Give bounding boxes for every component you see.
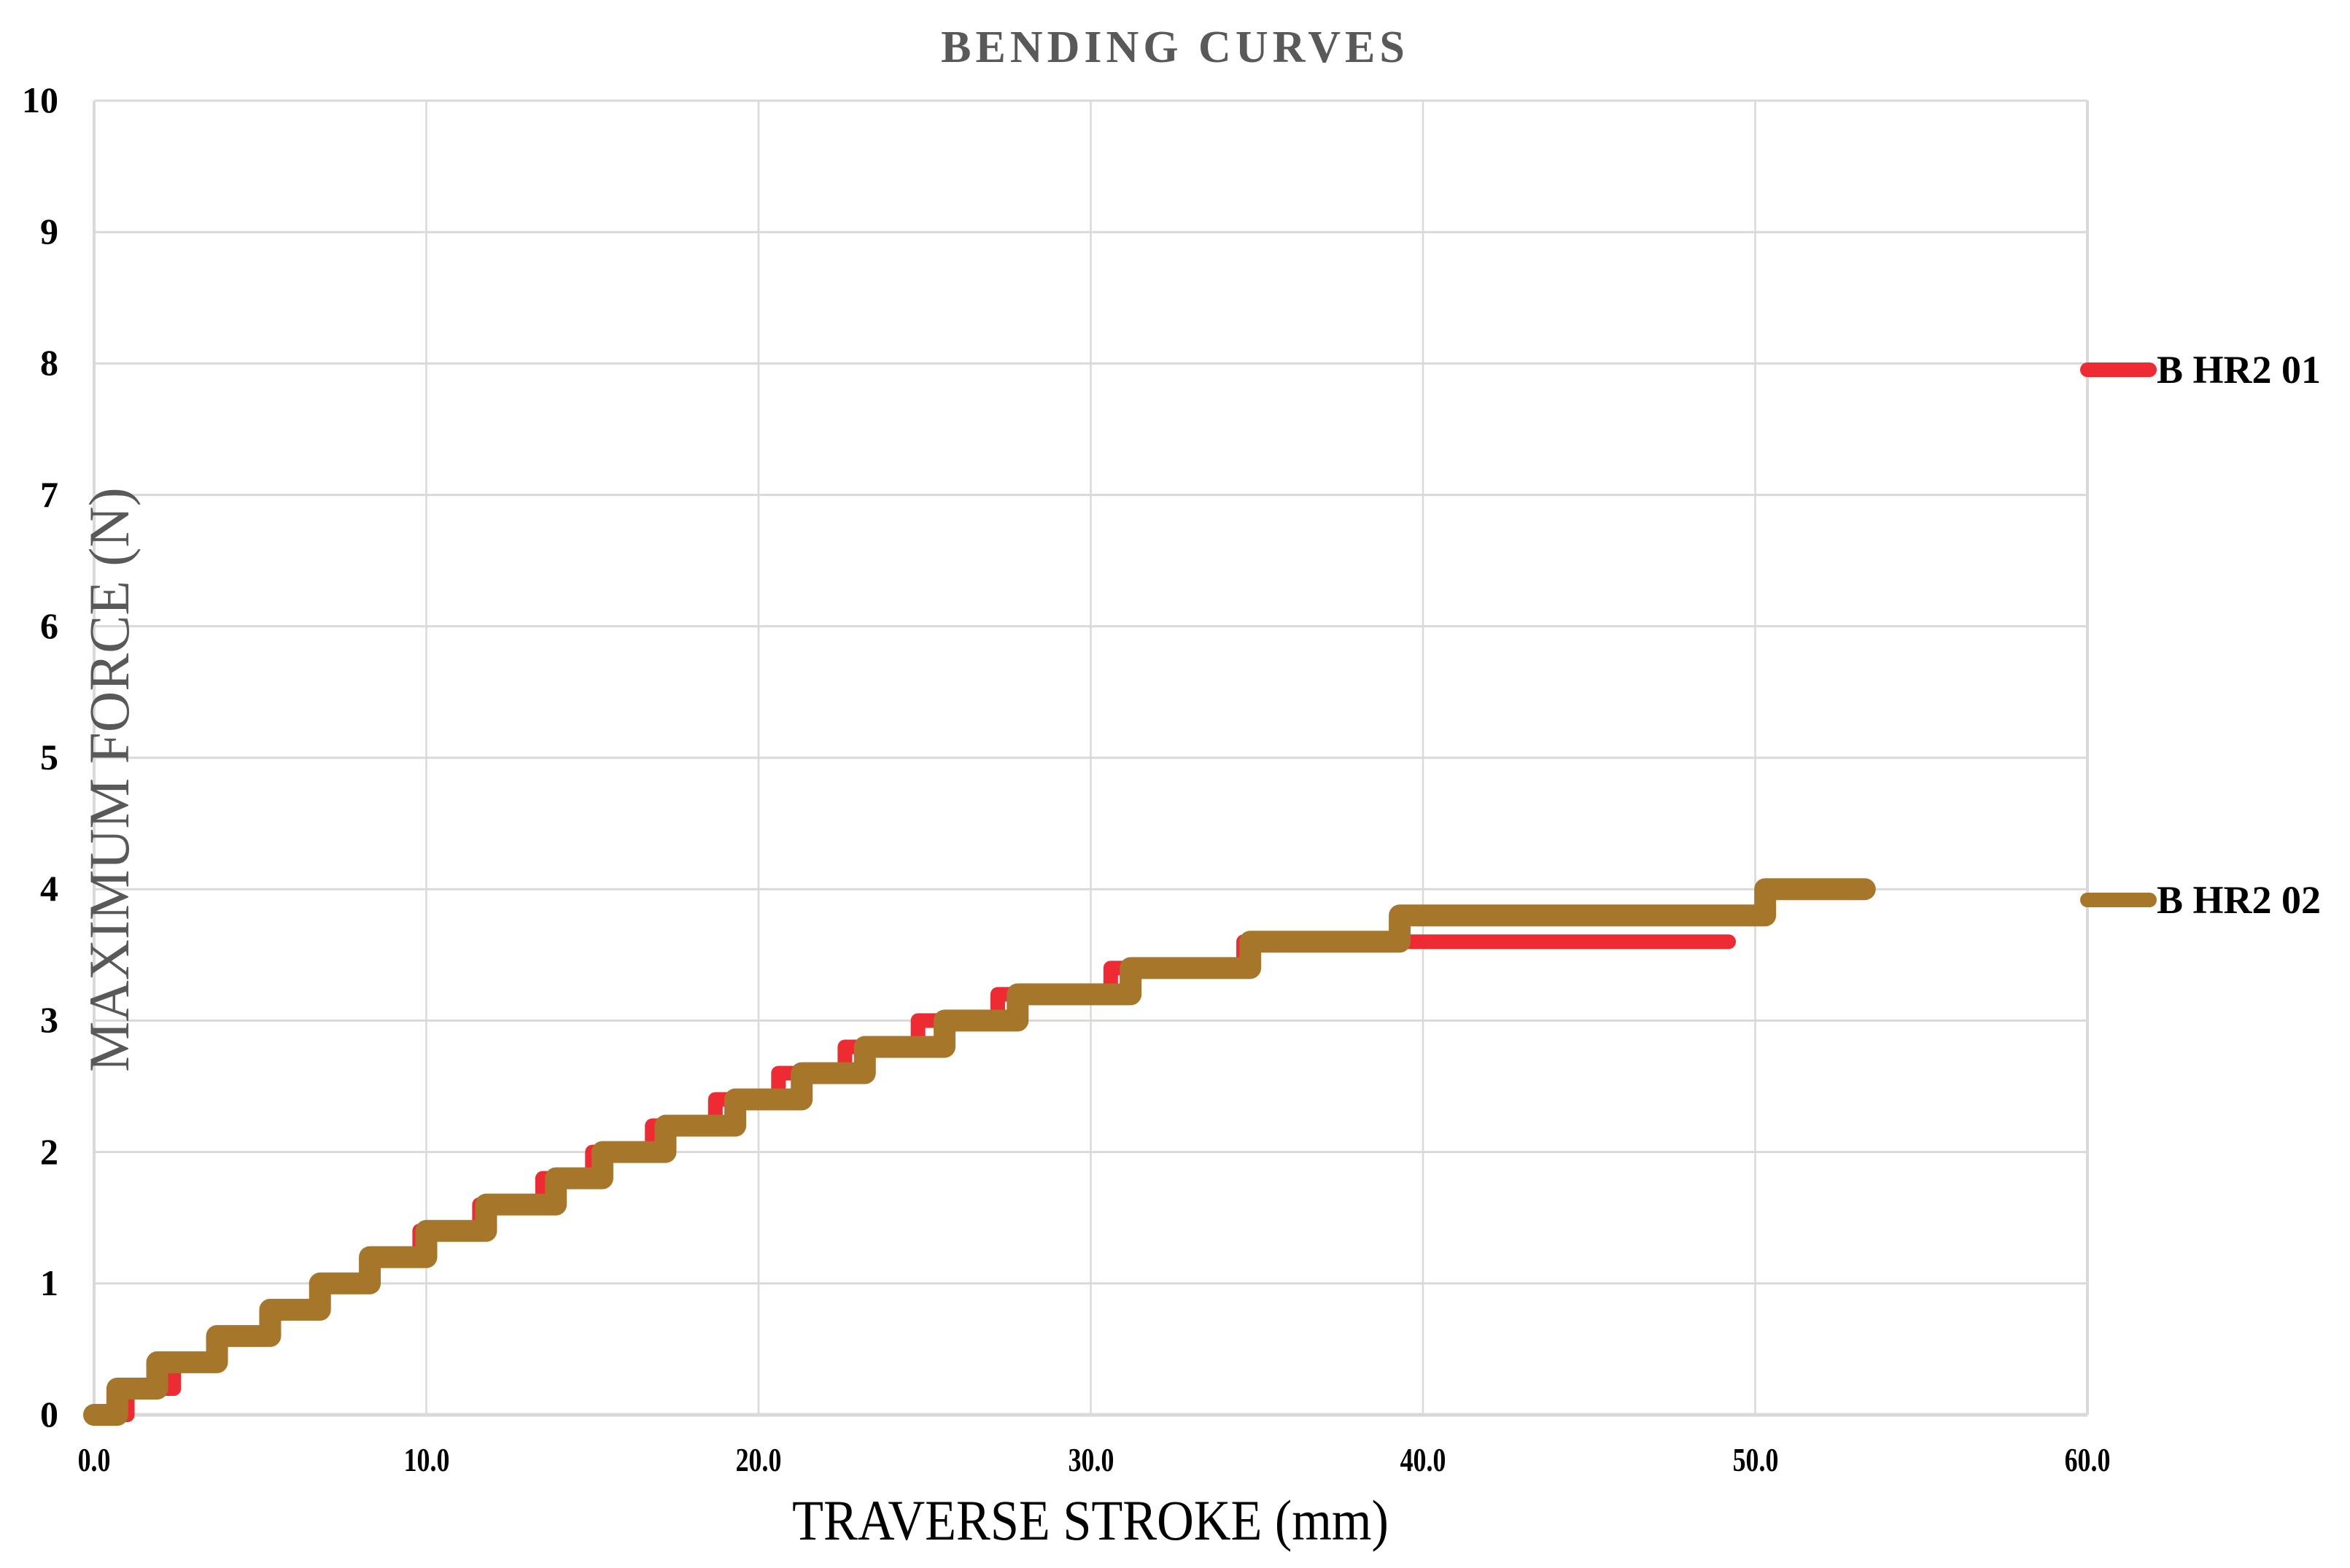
- legend-item-b-hr2-02[interactable]: B HR2 02: [2080, 877, 2321, 923]
- x-tick-label: 10.0: [403, 1441, 449, 1478]
- y-tick-label: 5: [40, 737, 58, 777]
- legend-swatch-red-line-icon: [2080, 362, 2157, 377]
- y-tick-label: 8: [40, 342, 58, 384]
- chart-title: BENDING CURVES: [941, 23, 1409, 72]
- y-tick-label: 10: [22, 79, 58, 120]
- series-line-b-hr2-01[interactable]: [87, 934, 1737, 1422]
- y-tick-label: 7: [40, 473, 58, 515]
- y-tick-label: 0: [40, 1394, 58, 1435]
- x-tick-label: 50.0: [1732, 1441, 1778, 1478]
- x-axis-label: TRAVERSE STROKE (mm): [792, 1489, 1389, 1552]
- legend-item-b-hr2-01[interactable]: B HR2 01: [2080, 347, 2321, 392]
- y-tick-label: 9: [40, 211, 58, 252]
- x-tick-label: 40.0: [1400, 1441, 1446, 1478]
- y-axis-label: MAXIMUM FORCE (N): [77, 487, 141, 1072]
- x-tick-label: 0.0: [77, 1441, 111, 1478]
- y-tick-label: 4: [40, 868, 58, 909]
- x-tick-label: 60.0: [2064, 1441, 2111, 1478]
- x-tick-label: 20.0: [735, 1441, 782, 1478]
- legend-swatch-brown-line-icon: [2080, 893, 2157, 907]
- series-line-b-hr2-02[interactable]: [83, 878, 1876, 1426]
- y-tick-label: 3: [40, 999, 58, 1041]
- y-tick-label: 2: [40, 1130, 58, 1172]
- x-tick-label: 30.0: [1068, 1441, 1114, 1478]
- y-tick-label: 6: [40, 605, 58, 646]
- legend-label: B HR2 01: [2157, 348, 2322, 392]
- legend-label: B HR2 02: [2157, 878, 2322, 922]
- y-tick-label: 1: [40, 1262, 58, 1303]
